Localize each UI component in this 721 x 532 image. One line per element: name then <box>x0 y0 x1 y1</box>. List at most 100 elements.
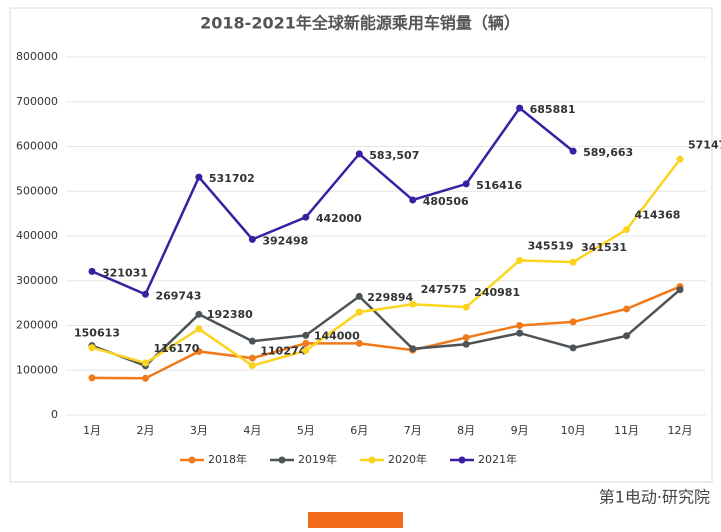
series-line <box>91 288 681 368</box>
point <box>195 347 203 355</box>
x-tick-label: 1月 <box>83 424 101 437</box>
point <box>516 256 524 264</box>
point <box>195 173 203 181</box>
point <box>195 310 203 318</box>
point <box>248 337 256 345</box>
data-label: 685881 <box>530 103 576 116</box>
data-label: 192380 <box>207 308 253 321</box>
legend-label: 2021年 <box>478 452 517 466</box>
point <box>516 322 524 329</box>
series-line <box>91 158 681 368</box>
point <box>676 155 684 163</box>
point <box>88 267 96 275</box>
point <box>302 331 310 339</box>
data-label: 341531 <box>581 241 627 254</box>
y-tick-label: 700000 <box>16 95 58 108</box>
point <box>623 305 631 313</box>
chart-title: 2018-2021年全球新能源乘用车销量（辆） <box>200 14 520 33</box>
x-tick-label: 6月 <box>350 424 368 437</box>
y-tick-label: 300000 <box>16 274 58 287</box>
point <box>409 345 417 353</box>
point <box>88 344 96 352</box>
point <box>141 359 149 367</box>
point <box>248 235 256 243</box>
point <box>569 258 577 266</box>
data-label: 480506 <box>423 195 469 208</box>
point <box>569 344 577 352</box>
data-label: 269743 <box>155 289 201 302</box>
point <box>355 308 363 316</box>
data-label: 116170 <box>153 342 199 355</box>
legend-label: 2019年 <box>298 452 337 466</box>
x-tick-label: 8月 <box>457 424 475 437</box>
point <box>302 347 310 355</box>
x-tick-label: 11月 <box>614 424 639 437</box>
y-tick-label: 500000 <box>16 184 58 197</box>
data-label: 571475 <box>688 138 721 151</box>
legend-marker <box>278 456 286 464</box>
point <box>88 374 96 382</box>
x-tick-label: 7月 <box>404 424 422 437</box>
y-tick-label: 100000 <box>16 363 58 376</box>
x-tick-label: 3月 <box>190 424 208 437</box>
x-tick-label: 9月 <box>511 424 529 437</box>
point <box>623 226 631 234</box>
point <box>623 332 631 340</box>
point <box>302 213 310 221</box>
x-tick-label: 12月 <box>668 424 693 437</box>
point <box>355 339 363 347</box>
point <box>462 180 470 188</box>
data-label: 345519 <box>528 239 574 252</box>
point <box>141 290 149 298</box>
watermark: 第1电动·研究院 <box>599 488 710 507</box>
legend-label: 2018年 <box>208 452 247 466</box>
point <box>248 354 256 362</box>
x-tick-label: 10月 <box>561 424 586 437</box>
point <box>355 292 363 300</box>
point <box>248 362 256 370</box>
point <box>676 286 684 294</box>
series-line <box>91 106 574 296</box>
data-label: 150613 <box>74 327 120 340</box>
data-label: 414368 <box>635 209 681 222</box>
legend-marker <box>188 456 196 464</box>
y-tick-label: 800000 <box>16 50 58 63</box>
data-label: 321031 <box>102 266 148 279</box>
point <box>462 340 470 348</box>
x-tick-label: 2月 <box>136 424 154 437</box>
data-label: 531702 <box>209 172 255 185</box>
point <box>569 318 577 326</box>
legend-marker <box>458 456 466 464</box>
point <box>462 334 470 342</box>
y-tick-label: 0 <box>51 408 58 421</box>
data-label: 392498 <box>262 234 308 247</box>
legend-marker <box>368 456 376 464</box>
point <box>409 196 417 204</box>
data-label: 240981 <box>474 286 520 299</box>
point <box>409 300 417 308</box>
data-label: 589,663 <box>583 146 633 159</box>
data-label: 229894 <box>367 291 413 304</box>
point <box>516 329 524 337</box>
y-tick-label: 200000 <box>16 319 58 332</box>
legend-label: 2020年 <box>388 452 427 466</box>
x-tick-label: 4月 <box>243 424 261 437</box>
data-label: 516416 <box>476 179 522 192</box>
accent-bar <box>308 512 403 528</box>
series-line <box>91 285 681 380</box>
point <box>355 150 363 158</box>
data-label: 583,507 <box>369 149 419 162</box>
data-label: 144000 <box>314 330 360 343</box>
chart-frame <box>9 7 713 483</box>
data-label: 110274 <box>260 345 306 358</box>
point <box>141 374 149 382</box>
point <box>302 339 310 347</box>
y-tick-label: 600000 <box>16 140 58 153</box>
y-tick-label: 400000 <box>16 229 58 242</box>
data-label: 442000 <box>316 212 362 225</box>
point <box>569 147 577 155</box>
x-tick-label: 5月 <box>297 424 315 437</box>
point <box>195 325 203 333</box>
point <box>516 104 524 112</box>
